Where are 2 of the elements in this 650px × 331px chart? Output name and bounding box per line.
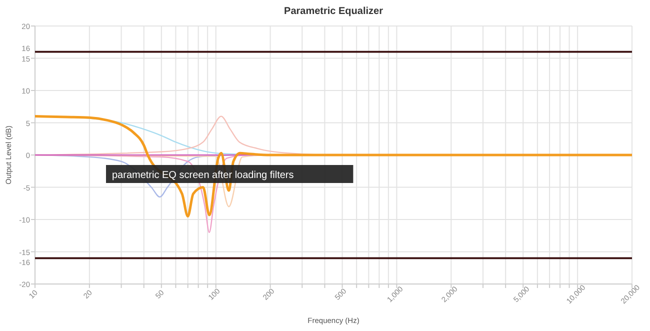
annotation: parametric EQ screen after loading filters [112,170,294,181]
chart-title: Parametric Equalizer [284,6,384,17]
